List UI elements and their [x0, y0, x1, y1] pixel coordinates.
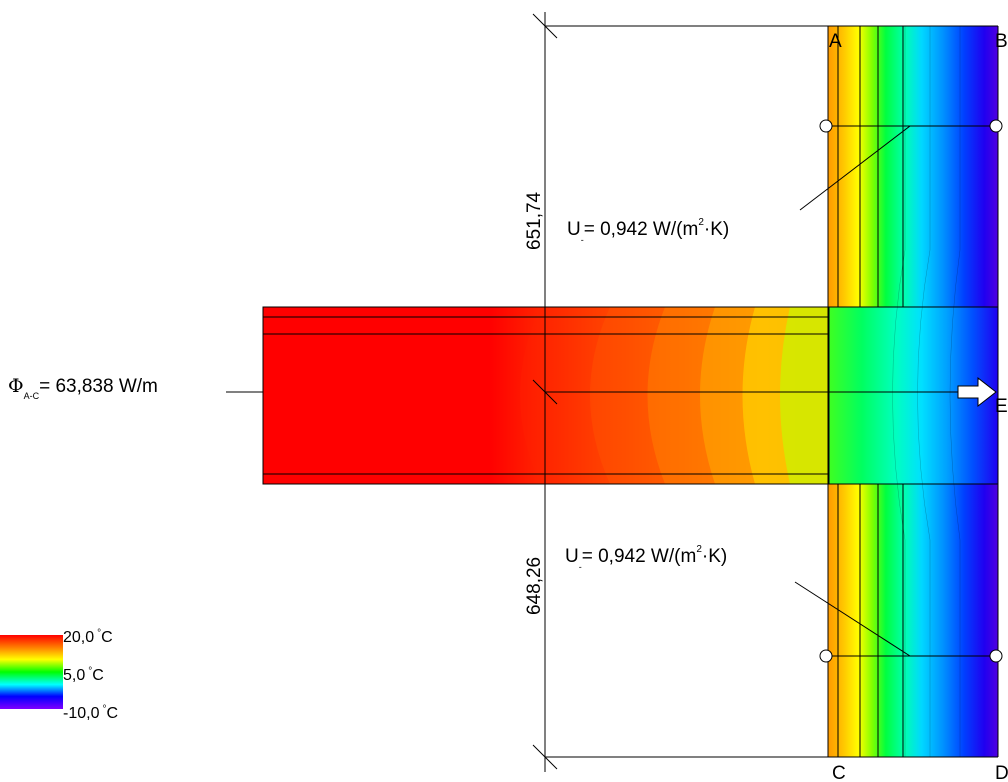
dimension-upper: 651,74 — [524, 191, 545, 250]
layer-lines — [262, 26, 999, 757]
heat-flow-arrow-icon — [957, 376, 997, 408]
corner-label-a: A — [829, 31, 842, 52]
legend-mid: 5,0 °C — [63, 666, 104, 684]
u-reference-top — [799, 119, 1003, 211]
legend-max: 20,0 °C — [63, 628, 113, 646]
u-value-bottom: U-= 0,942 W/(m2·K) — [565, 544, 727, 572]
corner-label-e: E — [995, 396, 1008, 417]
corner-label-b: B — [995, 31, 1008, 52]
dimension-lower: 648,26 — [524, 557, 545, 615]
dimension-lines — [532, 12, 998, 772]
legend-min: -10,0 °C — [63, 704, 118, 722]
heat-flow-label: ΦA-C= 63,838 W/m — [8, 375, 158, 401]
corner-label-c: C — [832, 763, 846, 782]
wall-isotherms — [892, 26, 961, 757]
corner-label-d: D — [995, 763, 1008, 782]
temperature-legend-bar — [0, 635, 63, 709]
slab-isotherms — [520, 307, 829, 484]
u-reference-bottom — [794, 581, 1003, 663]
u-value-top: U-= 0,942 W/(m2·K) — [567, 217, 729, 245]
